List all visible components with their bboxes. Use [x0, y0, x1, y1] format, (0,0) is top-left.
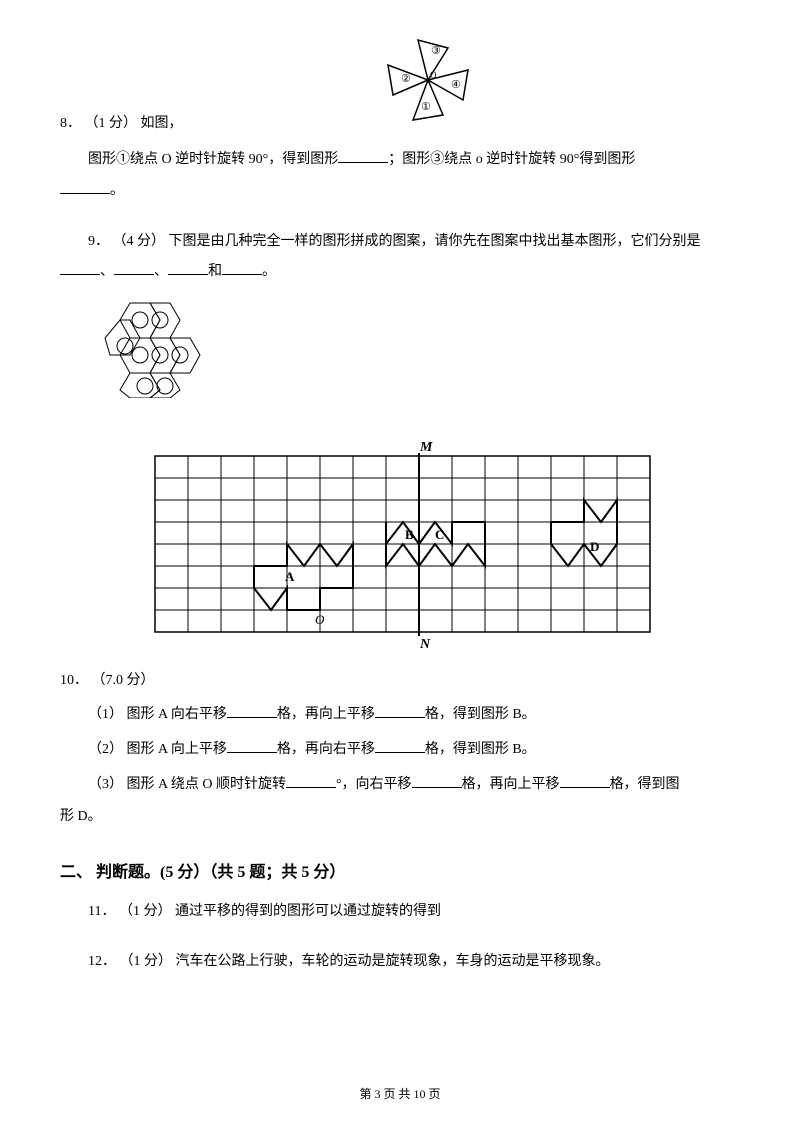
q8-line2: 。 [60, 176, 740, 207]
q10-sub3-part4: 格，得到图 [610, 777, 680, 792]
q9-number: 9． [88, 234, 109, 249]
q10-sub1-part1: 图形 A 向右平移 [123, 707, 227, 722]
section-2-header: 二、 判断题。(5 分）（共 5 题；共 5 分） [60, 858, 740, 882]
question-8: 8． （1 分） 如图， ② ③ ④ ① O 图形①绕点 O 逆时针旋转 90°… [60, 50, 740, 207]
label-b: B [405, 527, 414, 542]
q10-sub2-part2: 格，再向右平移 [277, 742, 375, 757]
pattern-diagram [100, 298, 210, 398]
blank [412, 774, 462, 788]
q10-sub3-part2: °，向右平移 [336, 777, 412, 792]
label-3: ③ [431, 45, 441, 57]
sep1: 、 [100, 264, 114, 279]
q12-text: 汽车在公路上行驶，车轮的运动是旋转现象，车身的运动是平移现象。 [176, 954, 610, 969]
q9-end: 。 [262, 264, 276, 279]
question-10: 10． （7.0 分） （1） 图形 A 向右平移格，再向上平移格，得到图形 B… [60, 666, 740, 833]
q10-number: 10． [60, 673, 88, 688]
q9-blanks: 、 、 和 。 [60, 257, 740, 288]
q8-line2-end: 。 [110, 183, 124, 198]
q11-points: （1 分） [119, 904, 172, 919]
label-c: C [435, 527, 444, 542]
q8-line1-part1: 图形①绕点 O 逆时针旋转 90°，得到图形 [88, 152, 338, 167]
sep2: 、 [154, 264, 168, 279]
q11-number: 11． [88, 904, 115, 919]
q12-points: （1 分） [120, 954, 173, 969]
q10-sub1-part2: 格，再向上平移 [277, 707, 375, 722]
blank [222, 261, 262, 275]
q10-sub3-label: （3） [88, 777, 123, 792]
blank [375, 739, 425, 753]
q10-sub2-part3: 格，得到图形 B。 [425, 742, 536, 757]
q10-sub2-label: （2） [88, 742, 123, 757]
q9-line1: 9． （4 分） 下图是由几种完全一样的图形拼成的图案，请你先在图案中找出基本图… [60, 227, 740, 258]
blank [227, 704, 277, 718]
label-n: N [419, 637, 431, 651]
blank [560, 774, 610, 788]
q10-sub1-label: （1） [88, 707, 123, 722]
q8-points: （1 分） [85, 116, 138, 131]
blank [375, 704, 425, 718]
q8-intro: 如图， [141, 116, 183, 131]
label-2: ② [401, 73, 411, 85]
q10-sub3: （3） 图形 A 绕点 O 顺时针旋转 °，向右平移 格，再向上平移 格，得到图 [60, 767, 740, 802]
question-12: 12． （1 分） 汽车在公路上行驶，车轮的运动是旋转现象，车身的运动是平移现象… [60, 947, 740, 978]
grid-diagram: M A B C D [135, 441, 665, 651]
q8-intro-text: 8． （1 分） 如图， [60, 109, 183, 140]
q10-sub1-part3: 格，得到图形 B。 [425, 707, 536, 722]
label-o: O [315, 612, 325, 627]
q10-header: 10． （7.0 分） [60, 666, 740, 697]
q10-sub3-line2-text: 形 D。 [60, 809, 102, 824]
blank [114, 261, 154, 275]
q9-text: 下图是由几种完全一样的图形拼成的图案，请你先在图案中找出基本图形，它们分别是 [169, 234, 701, 249]
q8-number: 8． [60, 116, 81, 131]
q8-line1-part2: ；图形③绕点 o 逆时针旋转 90°得到图形 [388, 152, 635, 167]
label-o: O [430, 70, 437, 80]
blank [168, 261, 208, 275]
label-m: M [419, 441, 433, 455]
page-footer: 第 3 页 共 10 页 [0, 1085, 800, 1102]
sep3: 和 [208, 264, 222, 279]
blank [60, 261, 100, 275]
q12-text-line: 12． （1 分） 汽车在公路上行驶，车轮的运动是旋转现象，车身的运动是平移现象… [60, 947, 740, 978]
label-1: ① [421, 101, 431, 113]
q10-sub2: （2） 图形 A 向上平移 格，再向右平移 格，得到图形 B。 [60, 732, 740, 767]
q11-text: 通过平移的得到的图形可以通过旋转的得到 [175, 904, 441, 919]
q12-number: 12． [88, 954, 116, 969]
q8-line1: 图形①绕点 O 逆时针旋转 90°，得到图形 ；图形③绕点 o 逆时针旋转 90°… [60, 145, 740, 176]
pinwheel-diagram: ② ③ ④ ① O [363, 20, 493, 140]
q10-sub1: （1） 图形 A 向右平移 格，再向上平移 格，得到图形 B。 [60, 697, 740, 732]
blank [338, 149, 388, 163]
q11-text-line: 11． （1 分） 通过平移的得到的图形可以通过旋转的得到 [60, 897, 740, 928]
blank [60, 180, 110, 194]
q9-points: （4 分） [113, 234, 166, 249]
q10-sub2-part1: 图形 A 向上平移 [123, 742, 227, 757]
blank [227, 739, 277, 753]
blank [286, 774, 336, 788]
q10-sub3-line2: 形 D。 [60, 802, 740, 833]
label-a: A [285, 569, 295, 584]
label-4: ④ [451, 79, 461, 91]
q10-points: （7.0 分） [92, 673, 155, 688]
question-9: 9． （4 分） 下图是由几种完全一样的图形拼成的图案，请你先在图案中找出基本图… [60, 227, 740, 421]
q10-sub3-part3: 格，再向上平移 [462, 777, 560, 792]
q10-sub3-part1: 图形 A 绕点 O 顺时针旋转 [123, 777, 286, 792]
question-11: 11． （1 分） 通过平移的得到的图形可以通过旋转的得到 [60, 897, 740, 928]
q8-header-row: 8． （1 分） 如图， ② ③ ④ ① O [60, 50, 740, 140]
label-d: D [590, 539, 599, 554]
